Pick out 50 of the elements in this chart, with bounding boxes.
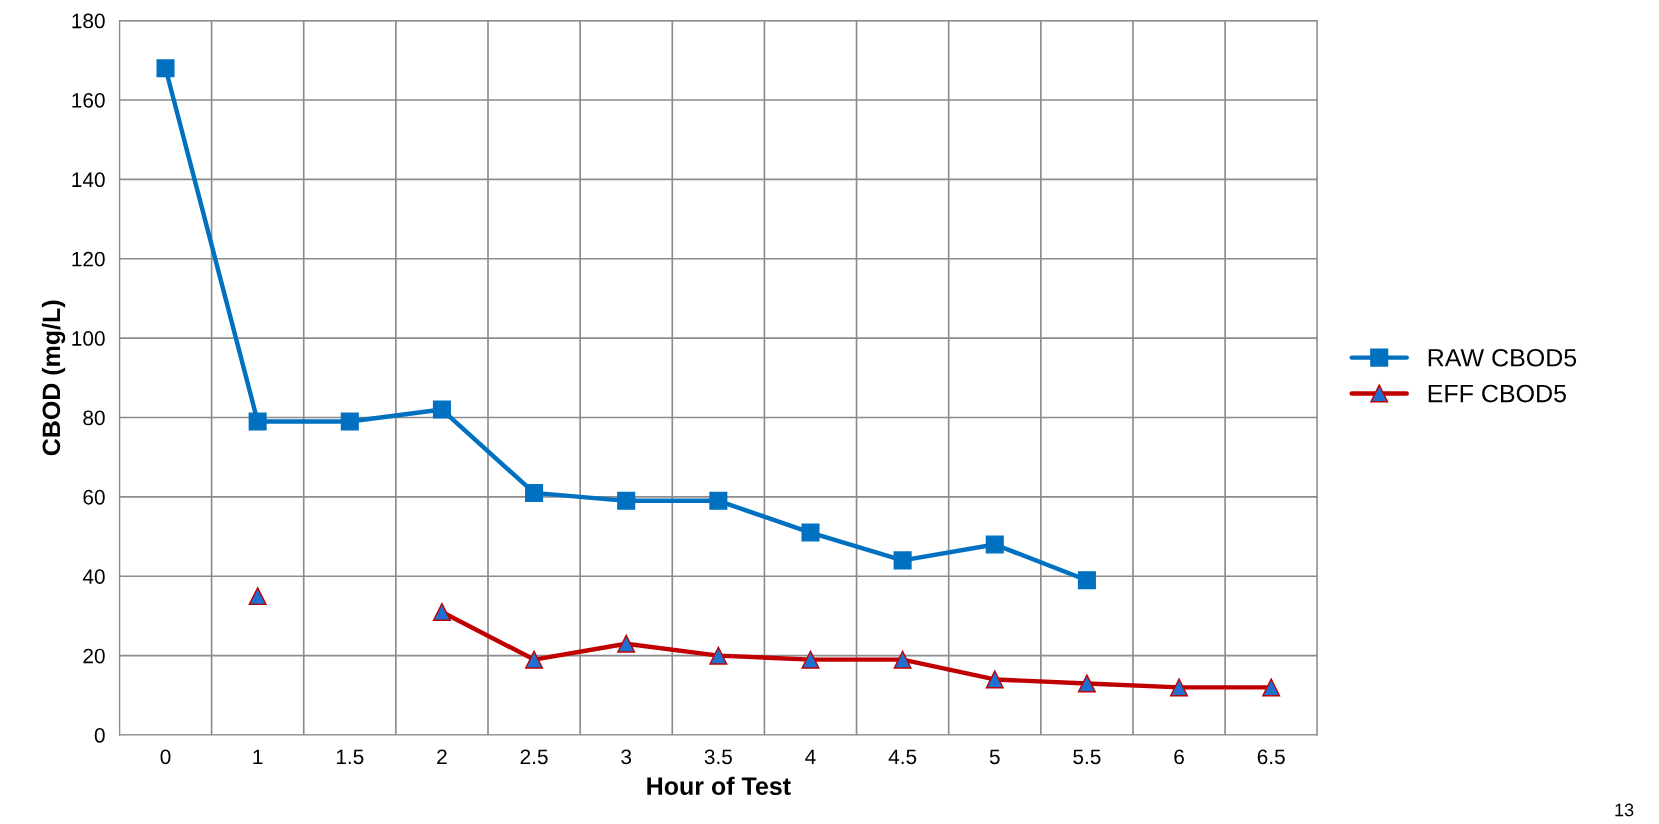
- point: [801, 523, 820, 542]
- x-axis-title: Hour of Test: [647, 776, 791, 796]
- y-tick-label: 40: [82, 569, 105, 584]
- point: [985, 535, 1004, 554]
- point: [1170, 678, 1189, 697]
- y-axis-title: CBOD (mg/L): [41, 300, 66, 456]
- y-tick-label: 100: [72, 331, 105, 346]
- point: [1262, 678, 1281, 697]
- x-tick-label: 0: [160, 749, 171, 765]
- x-tick-label: 5.5: [1073, 749, 1101, 765]
- y-tick-label: 20: [83, 648, 105, 664]
- point: [432, 400, 451, 419]
- point: [340, 412, 359, 431]
- x-tick-label: 6: [1174, 749, 1184, 765]
- x-tick-label: 4.5: [888, 749, 917, 765]
- text: 13: [1615, 803, 1634, 817]
- x-tick-label: 1.5: [336, 749, 364, 765]
- point: [525, 650, 544, 669]
- y-tick-label: 140: [72, 172, 105, 188]
- point: [893, 551, 912, 570]
- point: [248, 587, 267, 606]
- y-tick-label: 120: [72, 251, 105, 267]
- x-tick-label: 2.5: [520, 749, 548, 765]
- y-tick-label: 80: [83, 410, 105, 426]
- point: [248, 412, 267, 431]
- x-tick-label: 2: [437, 749, 447, 764]
- legend-label: EFF CBOD5: [1428, 384, 1566, 403]
- x-tick-label: 3.5: [704, 749, 732, 765]
- x-tick-label: 5: [989, 749, 1000, 765]
- x-tick-label: 4: [805, 749, 816, 764]
- point: [1077, 674, 1096, 693]
- legend-label: RAW CBOD5: [1428, 348, 1577, 367]
- point: [801, 650, 820, 669]
- point: [985, 670, 1004, 689]
- y-tick-label: 0: [94, 728, 105, 743]
- y-tick-label: 180: [72, 13, 105, 29]
- y-tick-label: 60: [83, 489, 105, 505]
- point: [1077, 571, 1096, 590]
- point: [893, 650, 912, 669]
- point: [709, 491, 728, 510]
- point: [156, 59, 175, 78]
- x-tick-label: 1: [253, 749, 263, 764]
- x-tick-label: 6.5: [1257, 749, 1285, 765]
- point: [709, 646, 728, 665]
- point: [617, 634, 636, 653]
- point: [617, 491, 636, 510]
- y-tick-label: 160: [72, 92, 105, 108]
- point: [525, 483, 544, 502]
- x-tick-label: 3: [621, 749, 632, 765]
- point: [432, 602, 451, 621]
